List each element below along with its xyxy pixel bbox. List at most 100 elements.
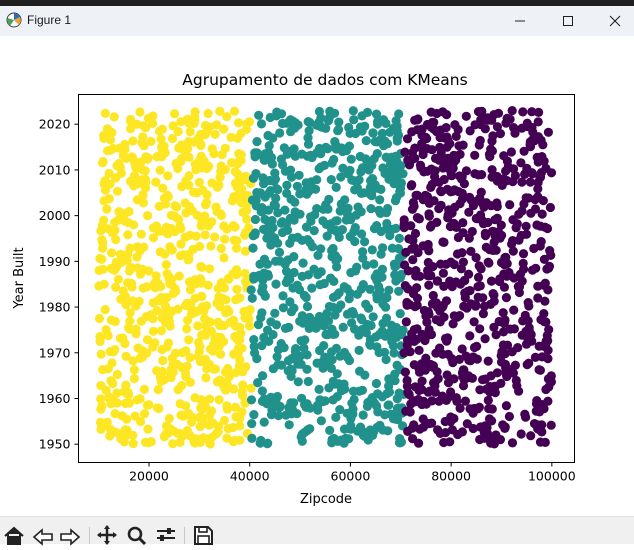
data-point-cluster-1	[321, 123, 331, 133]
data-point-cluster-2	[475, 434, 485, 445]
data-point-cluster-2	[446, 187, 456, 197]
data-point-cluster-0	[234, 171, 244, 181]
data-point-cluster-1	[283, 255, 293, 265]
data-point-cluster-1	[257, 386, 267, 396]
data-point-cluster-0	[220, 367, 231, 377]
data-point-cluster-0	[236, 155, 246, 165]
data-point-cluster-1	[350, 128, 361, 139]
minimize-button[interactable]	[497, 6, 543, 36]
data-point-cluster-0	[202, 190, 212, 200]
data-point-cluster-2	[480, 334, 490, 344]
data-point-cluster-0	[200, 230, 210, 240]
data-point-cluster-2	[473, 292, 483, 302]
data-point-cluster-0	[142, 335, 153, 345]
data-point-cluster-1	[328, 243, 338, 254]
data-point-cluster-0	[235, 355, 245, 365]
data-point-cluster-0	[138, 198, 148, 208]
data-point-cluster-2	[546, 168, 557, 178]
data-point-cluster-2	[441, 395, 451, 405]
data-point-cluster-0	[156, 292, 167, 303]
data-point-cluster-1	[373, 407, 383, 417]
data-point-cluster-0	[96, 381, 106, 391]
data-point-cluster-1	[259, 254, 270, 264]
data-point-cluster-1	[392, 126, 402, 136]
data-point-cluster-1	[264, 151, 275, 161]
data-point-cluster-2	[517, 123, 527, 133]
data-point-cluster-2	[419, 305, 429, 316]
data-point-cluster-0	[233, 118, 244, 128]
data-point-cluster-1	[294, 170, 304, 180]
data-point-cluster-1	[385, 127, 395, 137]
data-point-cluster-0	[181, 346, 191, 356]
data-point-cluster-2	[465, 286, 475, 296]
toolbar-separator	[184, 527, 185, 544]
data-point-cluster-1	[260, 192, 270, 202]
data-point-cluster-2	[485, 387, 495, 397]
data-point-cluster-0	[200, 433, 210, 444]
data-point-cluster-0	[157, 142, 167, 152]
data-point-cluster-2	[405, 407, 415, 417]
data-point-cluster-1	[328, 376, 338, 386]
data-point-cluster-2	[422, 166, 432, 176]
data-point-cluster-1	[257, 341, 267, 351]
data-point-cluster-2	[540, 296, 550, 306]
data-point-cluster-1	[365, 425, 375, 435]
data-point-cluster-2	[426, 359, 436, 370]
data-point-cluster-2	[521, 221, 531, 231]
data-point-cluster-2	[498, 327, 509, 337]
data-point-cluster-0	[160, 306, 170, 317]
pan-button[interactable]	[96, 524, 122, 546]
data-point-cluster-0	[196, 139, 206, 150]
data-point-cluster-0	[158, 355, 168, 366]
data-point-cluster-0	[148, 298, 158, 308]
data-point-cluster-0	[105, 135, 116, 145]
scatter-chart: Agrupamento de dados com KMeans 20000 400…	[12, 71, 576, 507]
data-point-cluster-1	[321, 329, 331, 340]
data-point-cluster-2	[446, 169, 456, 179]
data-point-cluster-1	[272, 184, 282, 194]
maximize-button[interactable]	[545, 6, 591, 36]
data-point-cluster-2	[507, 239, 517, 249]
data-point-cluster-0	[174, 214, 184, 224]
data-point-cluster-0	[213, 427, 223, 437]
data-point-cluster-0	[109, 112, 119, 122]
data-point-cluster-1	[273, 208, 283, 218]
data-point-cluster-0	[220, 143, 230, 153]
data-point-cluster-1	[252, 354, 262, 364]
data-point-cluster-0	[240, 277, 251, 287]
data-point-cluster-0	[148, 326, 158, 336]
configure-subplots-button[interactable]	[155, 524, 181, 546]
data-point-cluster-2	[546, 250, 556, 260]
data-point-cluster-0	[143, 438, 153, 448]
data-point-cluster-2	[462, 419, 472, 429]
data-point-cluster-2	[400, 147, 410, 157]
data-point-cluster-1	[328, 292, 339, 302]
data-point-cluster-1	[278, 291, 288, 301]
data-point-cluster-1	[331, 225, 341, 235]
data-point-cluster-1	[285, 117, 295, 127]
data-point-cluster-0	[205, 394, 215, 404]
data-point-cluster-1	[293, 359, 303, 369]
data-point-cluster-2	[482, 423, 492, 433]
data-point-cluster-0	[214, 395, 224, 405]
data-point-cluster-0	[228, 384, 239, 394]
data-point-cluster-0	[138, 132, 148, 142]
data-point-cluster-2	[533, 281, 543, 291]
close-button[interactable]	[592, 6, 634, 36]
data-point-cluster-1	[285, 238, 295, 248]
data-point-cluster-2	[424, 209, 434, 219]
data-point-cluster-2	[453, 232, 463, 243]
data-point-cluster-1	[377, 128, 387, 138]
data-point-cluster-1	[296, 336, 306, 346]
data-point-cluster-1	[388, 341, 398, 351]
data-point-cluster-1	[344, 122, 354, 133]
data-point-cluster-2	[488, 289, 498, 299]
data-point-cluster-0	[184, 335, 194, 345]
data-point-cluster-2	[530, 204, 541, 214]
data-point-cluster-0	[156, 134, 166, 144]
data-point-cluster-1	[324, 301, 334, 312]
data-point-cluster-0	[129, 365, 139, 375]
data-point-cluster-1	[290, 346, 300, 356]
save-button[interactable]	[192, 524, 218, 546]
data-point-cluster-1	[301, 292, 311, 303]
